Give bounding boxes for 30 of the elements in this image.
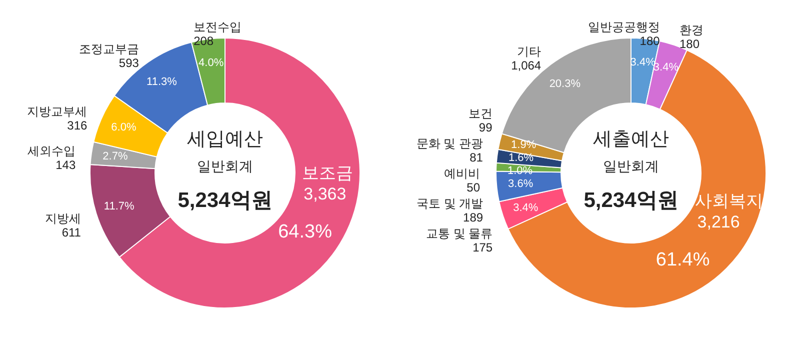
slice-label: 국토 및 개발 189 [416, 196, 484, 224]
text: 세출예산 [593, 129, 669, 150]
text: 일반회계 [197, 158, 253, 174]
slice-label: 지방세 611 [44, 211, 82, 240]
slice-label: 세외수입 143 [28, 144, 76, 172]
text: 5,234억원 [178, 189, 272, 212]
slice-label: 문화 및 관광 81 [416, 136, 484, 164]
data-label: 61.4% [656, 249, 710, 270]
text: 세입예산 [187, 129, 263, 150]
data-label: 2.7% [102, 150, 128, 163]
data-label: 20.3% [549, 78, 581, 90]
slice-label: 예비비 50 [444, 166, 480, 194]
data-label: 6.0% [111, 122, 136, 134]
slice-label: 조정교부금 593 [78, 42, 140, 70]
slice-label: 교통 및 물류 175 [426, 226, 493, 254]
data-label: 1.6% [508, 152, 534, 164]
data-label: 3.6% [508, 178, 534, 190]
slice-label: 기타 1,064 [511, 44, 542, 73]
data-label: 11.3% [146, 76, 178, 88]
slice-label: 사회복지 3,216 [694, 191, 763, 232]
data-label: 11.7% [104, 200, 135, 212]
slice-label: 보건 99 [468, 106, 493, 134]
text: 일반회계 [603, 158, 659, 174]
data-label: 64.3% [278, 222, 332, 243]
data-label: 3.4% [513, 202, 538, 214]
data-label: 4.0% [198, 56, 224, 69]
slice-label: 지방교부세 316 [27, 104, 88, 132]
slice-label: 보조금 3,363 [302, 164, 353, 204]
text: 5,234억원 [584, 189, 678, 212]
slice-label: 환경 180 [679, 23, 704, 51]
